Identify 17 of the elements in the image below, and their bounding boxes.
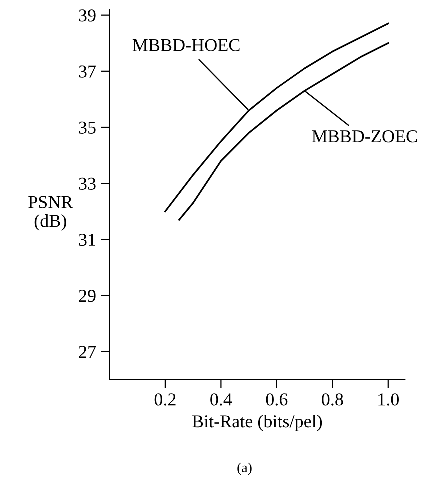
- y-tick-label: 27: [79, 346, 96, 358]
- y-tick-label: 37: [79, 66, 96, 78]
- y-tick-label: 33: [79, 178, 96, 190]
- y-tick-label: 31: [79, 234, 96, 246]
- y-tick-label: 39: [79, 10, 96, 22]
- legend-label: MBBD-ZOEC: [312, 130, 418, 143]
- x-axis-title: Bit-Rate (bits/pel): [192, 414, 322, 432]
- x-tick-label: 1.0: [378, 394, 399, 406]
- x-tick-label: 0.8: [322, 394, 344, 406]
- x-tick-label: 0.2: [154, 394, 176, 406]
- y-tick-label: 35: [79, 122, 96, 134]
- x-tick-label: 0.6: [266, 394, 288, 406]
- x-tick-label: 0.4: [210, 394, 232, 406]
- y-axis-title: PSNR (dB): [28, 196, 74, 231]
- text: (a): [238, 462, 252, 476]
- text: MBBD-HOEC: [132, 39, 240, 52]
- y-tick-label: 29: [79, 290, 96, 302]
